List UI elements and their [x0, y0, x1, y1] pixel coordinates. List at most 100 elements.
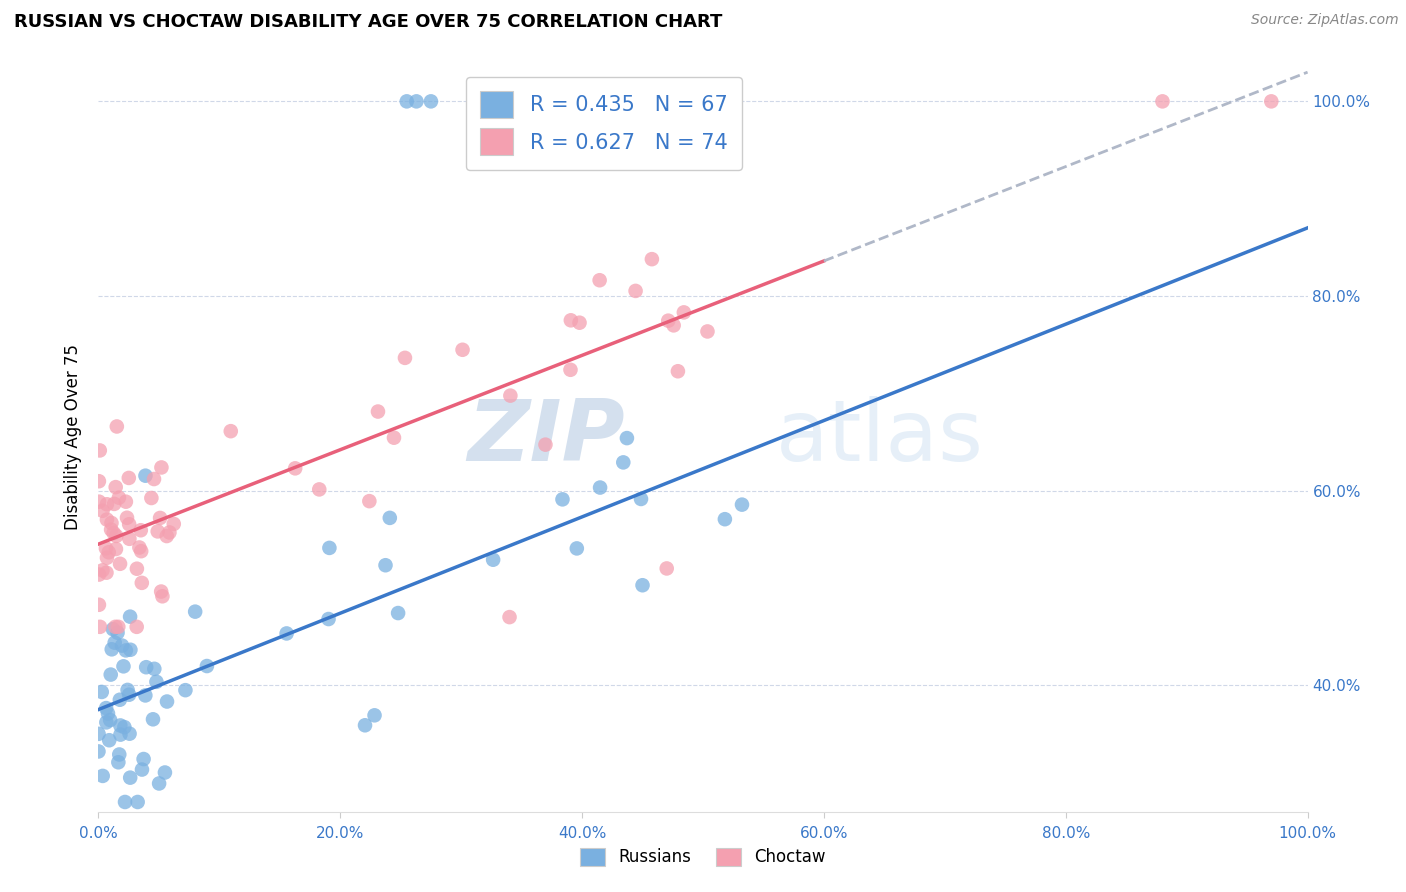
Point — [318, 541, 340, 555]
Point — [131, 575, 153, 590]
Point — [87, 744, 110, 758]
Point — [159, 525, 181, 540]
Point — [105, 419, 128, 434]
Point — [118, 517, 141, 532]
Point — [91, 563, 114, 577]
Point — [359, 494, 381, 508]
Point — [150, 584, 173, 599]
Point — [87, 598, 110, 612]
Point — [89, 620, 111, 634]
Point — [156, 694, 179, 708]
Point — [91, 769, 114, 783]
Point — [1260, 95, 1282, 109]
Point — [143, 472, 166, 486]
Point — [551, 492, 574, 507]
Point — [382, 431, 405, 445]
Point — [148, 776, 170, 790]
Point — [104, 480, 127, 494]
Point — [97, 545, 120, 559]
Point — [110, 728, 132, 742]
Point — [588, 273, 610, 287]
Point — [94, 701, 117, 715]
Point — [489, 95, 512, 109]
Point — [108, 747, 131, 762]
Point — [589, 481, 612, 495]
Point — [125, 620, 148, 634]
Point — [96, 512, 118, 526]
Point — [127, 795, 149, 809]
Point — [463, 95, 485, 109]
Point — [101, 622, 124, 636]
Point — [97, 706, 120, 721]
Point — [108, 557, 131, 571]
Point — [141, 491, 163, 505]
Point — [120, 642, 142, 657]
Point — [100, 667, 122, 681]
Point — [112, 659, 135, 673]
Point — [117, 682, 139, 697]
Legend: R = 0.435   N = 67, R = 0.627   N = 74: R = 0.435 N = 67, R = 0.627 N = 74 — [465, 77, 742, 169]
Point — [87, 494, 110, 508]
Point — [174, 683, 197, 698]
Text: RUSSIAN VS CHOCTAW DISABILITY AGE OVER 75 CORRELATION CHART: RUSSIAN VS CHOCTAW DISABILITY AGE OVER 7… — [14, 13, 723, 31]
Point — [125, 562, 148, 576]
Point — [374, 558, 396, 573]
Point — [655, 561, 678, 575]
Point — [145, 674, 167, 689]
Point — [115, 643, 138, 657]
Point — [624, 284, 647, 298]
Point — [631, 578, 654, 592]
Point — [276, 626, 298, 640]
Point — [1152, 95, 1174, 109]
Point — [560, 313, 582, 327]
Point — [114, 795, 136, 809]
Point — [87, 567, 110, 582]
Point — [115, 494, 138, 508]
Point — [96, 566, 118, 580]
Point — [146, 524, 169, 539]
Point — [363, 708, 385, 723]
Point — [107, 620, 129, 634]
Point — [91, 504, 114, 518]
Text: ZIP: ZIP — [467, 395, 624, 479]
Point — [149, 511, 172, 525]
Point — [98, 733, 121, 747]
Point — [105, 529, 128, 543]
Point — [666, 364, 689, 378]
Point — [87, 727, 110, 741]
Point — [481, 95, 503, 109]
Point — [354, 718, 377, 732]
Point — [103, 497, 125, 511]
Point — [90, 685, 112, 699]
Point — [498, 610, 520, 624]
Point — [499, 389, 522, 403]
Point — [100, 642, 122, 657]
Point — [110, 718, 132, 732]
Point — [132, 752, 155, 766]
Point — [108, 491, 131, 505]
Point — [318, 612, 340, 626]
Point — [103, 526, 125, 541]
Point — [219, 424, 242, 438]
Point — [672, 305, 695, 319]
Point — [118, 532, 141, 546]
Point — [387, 606, 409, 620]
Point — [104, 635, 127, 649]
Point — [100, 516, 122, 530]
Point — [118, 688, 141, 702]
Point — [534, 437, 557, 451]
Point — [108, 692, 131, 706]
Point — [152, 589, 174, 603]
Point — [98, 713, 121, 727]
Point — [134, 689, 156, 703]
Point — [560, 363, 582, 377]
Point — [89, 443, 111, 458]
Point — [111, 639, 134, 653]
Point — [107, 756, 129, 770]
Point — [195, 659, 218, 673]
Point — [662, 318, 685, 333]
Point — [156, 529, 179, 543]
Point — [120, 771, 142, 785]
Point — [100, 523, 122, 537]
Point — [118, 471, 141, 485]
